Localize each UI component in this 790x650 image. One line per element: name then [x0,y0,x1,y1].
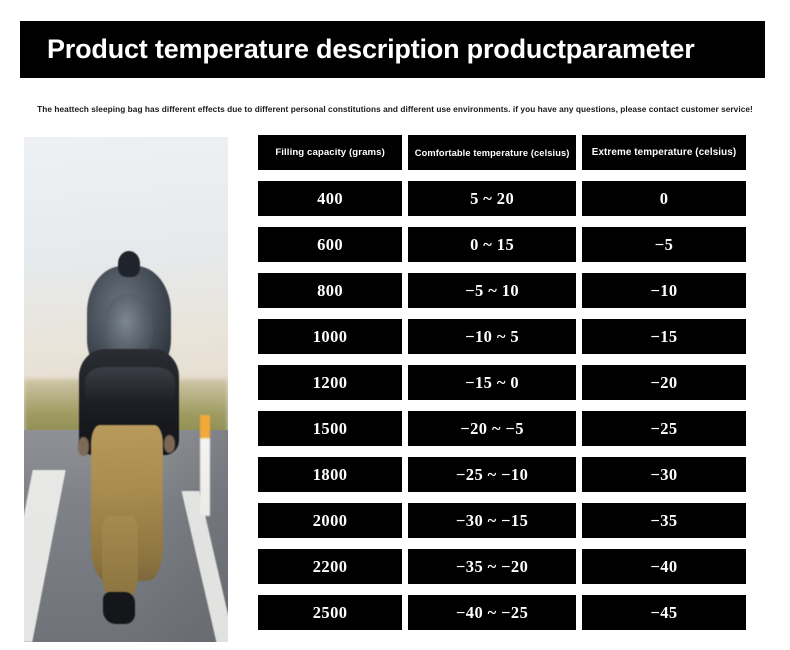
cell-comfortable-temperature: −25 ~ −10 [408,457,577,492]
photo-marker-post [200,414,210,516]
disclaimer-text: The heattech sleeping bag has different … [37,104,753,114]
table-header-row: Filling capacity (grams) Comfortable tem… [258,135,746,170]
cell-extreme-temperature: −25 [582,411,746,446]
cell-comfortable-temperature: −20 ~ −5 [408,411,577,446]
table-row: 2500 −40 ~ −25 −45 [258,595,746,630]
cell-filling-capacity: 600 [258,227,403,262]
cell-comfortable-temperature: −5 ~ 10 [408,273,577,308]
cell-filling-capacity: 400 [258,181,403,216]
table-row: 1000 −10 ~ 5 −15 [258,319,746,354]
photo-hiker-right-hand [163,434,175,454]
cell-filling-capacity: 1500 [258,411,403,446]
temperature-spec-table: Filling capacity (grams) Comfortable tem… [258,135,746,641]
cell-filling-capacity: 1800 [258,457,403,492]
cell-filling-capacity: 2000 [258,503,403,538]
table-row: 2000 −30 ~ −15 −35 [258,503,746,538]
cell-comfortable-temperature: 5 ~ 20 [408,181,577,216]
page-title: Product temperature description productp… [47,34,695,64]
cell-comfortable-temperature: 0 ~ 15 [408,227,577,262]
table-row: 1800 −25 ~ −10 −30 [258,457,746,492]
photo-hiker-head [117,250,141,277]
cell-extreme-temperature: −15 [582,319,746,354]
cell-filling-capacity: 800 [258,273,403,308]
cell-extreme-temperature: −30 [582,457,746,492]
table-body: 400 5 ~ 20 0 600 0 ~ 15 −5 800 −5 ~ 10 −… [258,181,746,630]
cell-extreme-temperature: −20 [582,365,746,400]
column-header-comfortable-temperature: Comfortable temperature (celsius) [408,135,577,170]
cell-filling-capacity: 1000 [258,319,403,354]
cell-extreme-temperature: −10 [582,273,746,308]
table-row: 600 0 ~ 15 −5 [258,227,746,262]
table-row: 1500 −20 ~ −5 −25 [258,411,746,446]
cell-filling-capacity: 2500 [258,595,403,630]
photo-hiker-boot [102,591,136,625]
table-row: 2200 −35 ~ −20 −40 [258,549,746,584]
table-row: 800 −5 ~ 10 −10 [258,273,746,308]
cell-extreme-temperature: −35 [582,503,746,538]
photo-hiker-lower-leg [101,515,139,602]
column-header-extreme-temperature: Extreme temperature (celsius) [582,135,746,170]
cell-filling-capacity: 1200 [258,365,403,400]
table-row: 400 5 ~ 20 0 [258,181,746,216]
title-banner: Product temperature description productp… [20,21,765,78]
cell-comfortable-temperature: −30 ~ −15 [408,503,577,538]
cell-comfortable-temperature: −10 ~ 5 [408,319,577,354]
cell-comfortable-temperature: −35 ~ −20 [408,549,577,584]
cell-comfortable-temperature: −40 ~ −25 [408,595,577,630]
cell-extreme-temperature: −45 [582,595,746,630]
column-header-filling-capacity: Filling capacity (grams) [258,135,403,170]
photo-hiker-left-hand [78,437,90,456]
photo-duffel-bag [85,366,175,430]
table-row: 1200 −15 ~ 0 −20 [258,365,746,400]
cell-filling-capacity: 2200 [258,549,403,584]
cell-extreme-temperature: −5 [582,227,746,262]
cell-extreme-temperature: 0 [582,181,746,216]
cell-extreme-temperature: −40 [582,549,746,584]
product-photo [24,137,228,642]
cell-comfortable-temperature: −15 ~ 0 [408,365,577,400]
